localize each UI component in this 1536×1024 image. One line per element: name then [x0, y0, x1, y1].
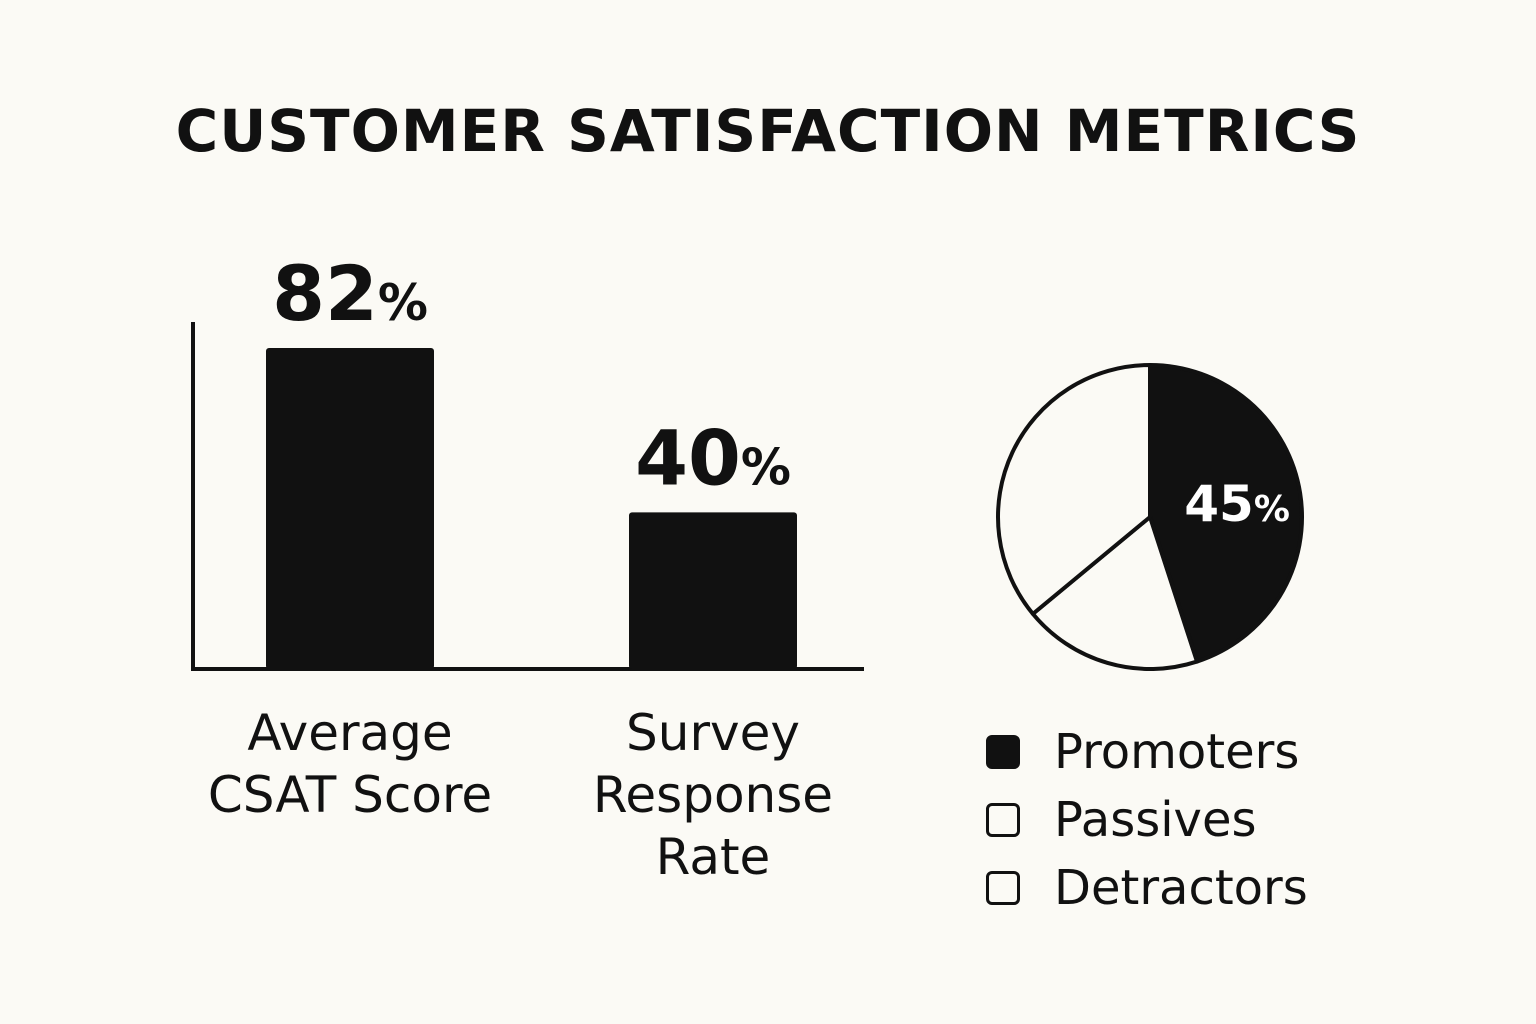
legend-swatch: [986, 871, 1020, 905]
bar-value-label: 40%: [635, 413, 791, 502]
bar-category-label: Average CSAT Score: [207, 704, 493, 824]
bar-value-label: 82%: [272, 249, 428, 338]
bar-category-label: Survey Response Rate: [592, 704, 834, 886]
bar-chart-bars: 82% 40%: [266, 249, 797, 669]
bar: [629, 512, 797, 669]
pie-slice-detractors: [996, 363, 1152, 616]
legend-swatch: [986, 735, 1020, 769]
legend-item-promoters: Promoters: [986, 718, 1308, 786]
legend-label: Detractors: [1054, 860, 1308, 916]
pie-chart: 45%: [996, 363, 1304, 671]
bar: [266, 348, 434, 669]
legend-label: Passives: [1054, 792, 1257, 848]
pie-value-label: 45%: [1184, 475, 1290, 533]
legend-item-detractors: Detractors: [986, 854, 1308, 922]
pie-slice-passives: [1030, 515, 1199, 671]
legend-item-passives: Passives: [986, 786, 1308, 854]
pie-slice-promoters: [1148, 363, 1304, 664]
legend-label: Promoters: [1054, 724, 1300, 780]
chart-title: CUSTOMER SATISFACTION METRICS: [175, 97, 1361, 165]
legend-swatch: [986, 803, 1020, 837]
pie-legend: Promoters Passives Detractors: [986, 718, 1308, 922]
